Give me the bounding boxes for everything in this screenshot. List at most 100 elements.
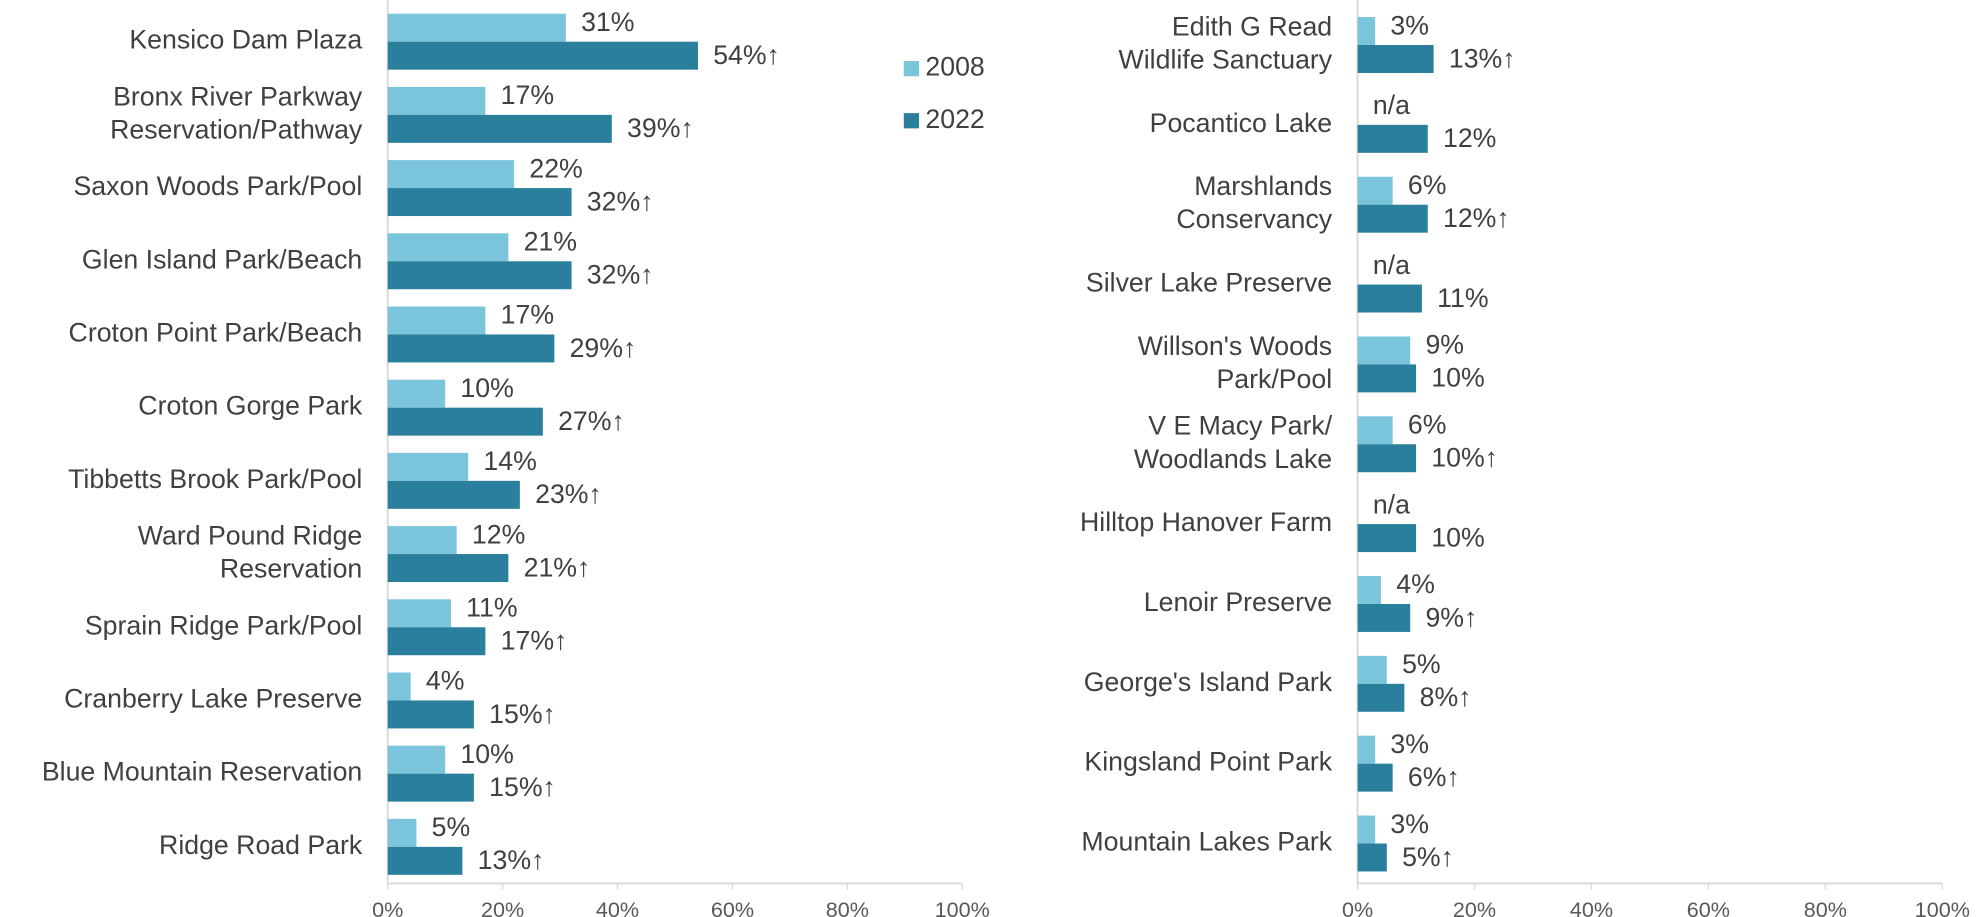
category-label: Ridge Road Park bbox=[159, 830, 363, 860]
category-label: Ward Pound Ridge Reservation bbox=[138, 521, 363, 584]
bar bbox=[1357, 655, 1387, 684]
value-label: 3% bbox=[1390, 10, 1429, 40]
bar bbox=[1357, 763, 1393, 792]
bar bbox=[1357, 735, 1376, 764]
bar bbox=[387, 745, 446, 774]
x-tick-label: 0% bbox=[1342, 897, 1373, 917]
value-label: 10%↑ bbox=[1431, 443, 1498, 473]
category-label: Hilltop Hanover Farm bbox=[1080, 507, 1332, 537]
bar bbox=[387, 846, 463, 875]
value-label: 54%↑ bbox=[713, 40, 780, 70]
bar bbox=[1357, 843, 1387, 872]
value-label: 4% bbox=[1396, 569, 1435, 599]
value-label: 12% bbox=[472, 519, 525, 549]
value-label: 32%↑ bbox=[587, 260, 654, 290]
bar bbox=[387, 233, 509, 262]
bar bbox=[387, 41, 698, 70]
value-label: n/a bbox=[1373, 250, 1410, 280]
value-label: 27%↑ bbox=[558, 406, 625, 436]
bar bbox=[1357, 815, 1376, 844]
bar bbox=[387, 261, 572, 290]
value-label: 9%↑ bbox=[1425, 602, 1477, 632]
x-tick-label: 100% bbox=[1915, 897, 1970, 917]
value-label: n/a bbox=[1373, 489, 1410, 519]
value-label: 32%↑ bbox=[587, 186, 654, 216]
value-label: 12%↑ bbox=[1443, 203, 1510, 233]
bar bbox=[1357, 575, 1381, 604]
category-label: Mountain Lakes Park bbox=[1081, 827, 1332, 857]
category-label: Silver Lake Preserve bbox=[1086, 268, 1332, 298]
bar bbox=[387, 773, 474, 802]
value-label: 23%↑ bbox=[535, 479, 602, 509]
bar bbox=[1357, 416, 1393, 445]
value-label: 10% bbox=[1431, 522, 1484, 552]
x-tick-label: 20% bbox=[1453, 897, 1496, 917]
bar bbox=[387, 452, 469, 481]
bar bbox=[1357, 17, 1376, 46]
category-label: Willson's Woods Park/Pool bbox=[1138, 331, 1332, 394]
value-label: 8%↑ bbox=[1420, 682, 1472, 712]
legend-label: 2008 bbox=[925, 52, 984, 82]
bar bbox=[387, 480, 520, 509]
category-label: Pocantico Lake bbox=[1150, 108, 1333, 138]
value-label: 13%↑ bbox=[1449, 43, 1516, 73]
x-tick-label: 60% bbox=[1687, 897, 1730, 917]
value-label: 6% bbox=[1408, 170, 1447, 200]
value-label: 5% bbox=[1402, 649, 1441, 679]
legend-swatch bbox=[903, 113, 920, 129]
bar bbox=[387, 160, 515, 189]
category-label: Bronx River Parkway Reservation/Pathway bbox=[110, 81, 363, 144]
bar bbox=[387, 13, 566, 42]
value-label: 31% bbox=[581, 7, 634, 37]
bar bbox=[387, 554, 509, 583]
category-label: Kingsland Point Park bbox=[1084, 747, 1332, 777]
value-label: n/a bbox=[1373, 90, 1410, 120]
value-label: 10% bbox=[460, 373, 513, 403]
x-tick-label: 20% bbox=[481, 897, 524, 917]
value-label: 17% bbox=[501, 300, 554, 330]
category-label: Lenoir Preserve bbox=[1144, 587, 1332, 617]
category-label: Edith G Read Wildlife Sanctuary bbox=[1119, 12, 1333, 75]
bar bbox=[1357, 124, 1428, 153]
value-label: 21% bbox=[524, 227, 577, 257]
bar bbox=[1357, 683, 1405, 712]
bar bbox=[387, 599, 451, 628]
bar bbox=[387, 407, 543, 436]
bar bbox=[387, 700, 474, 729]
value-label: 10% bbox=[460, 739, 513, 769]
x-tick-label: 100% bbox=[935, 897, 990, 917]
value-label: 29%↑ bbox=[570, 333, 637, 363]
value-label: 3% bbox=[1390, 809, 1429, 839]
x-tick-label: 0% bbox=[372, 897, 403, 917]
bar bbox=[1357, 336, 1411, 365]
bar bbox=[387, 334, 555, 363]
value-label: 6% bbox=[1408, 410, 1447, 440]
category-label: Saxon Woods Park/Pool bbox=[74, 171, 363, 201]
bar bbox=[387, 379, 446, 408]
bar bbox=[387, 526, 457, 555]
value-label: 39%↑ bbox=[627, 113, 694, 143]
value-label: 11% bbox=[466, 593, 517, 623]
value-label: 22% bbox=[529, 153, 582, 183]
value-label: 5%↑ bbox=[1402, 842, 1454, 872]
category-label: Croton Gorge Park bbox=[138, 391, 363, 421]
category-label: George's Island Park bbox=[1084, 667, 1333, 697]
value-label: 13%↑ bbox=[478, 845, 545, 875]
category-label: Sprain Ridge Park/Pool bbox=[85, 610, 362, 640]
bar bbox=[1357, 204, 1428, 233]
bar bbox=[387, 306, 486, 335]
value-label: 3% bbox=[1390, 729, 1429, 759]
value-label: 15%↑ bbox=[489, 772, 556, 802]
legend-label: 2022 bbox=[925, 104, 984, 134]
value-label: 12% bbox=[1443, 123, 1496, 153]
value-label: 5% bbox=[432, 812, 471, 842]
category-label: Tibbetts Brook Park/Pool bbox=[68, 464, 362, 494]
bar bbox=[1357, 176, 1393, 205]
category-label: Glen Island Park/Beach bbox=[82, 244, 362, 274]
category-label: Kensico Dam Plaza bbox=[129, 25, 362, 55]
category-label: Cranberry Lake Preserve bbox=[64, 683, 362, 713]
bar bbox=[1357, 45, 1434, 73]
bar bbox=[387, 86, 486, 115]
bar bbox=[387, 114, 612, 143]
